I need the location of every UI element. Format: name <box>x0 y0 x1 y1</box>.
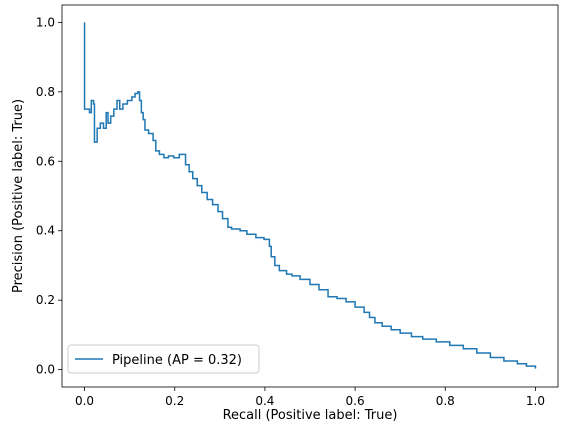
series-line <box>83 22 537 369</box>
axes-frame <box>61 4 559 388</box>
x-tick-label: 1.0 <box>526 394 545 408</box>
legend-box <box>67 344 260 374</box>
y-tick-label: 0.0 <box>36 363 55 377</box>
legend-label: Pipeline (AP = 0.32) <box>112 353 242 368</box>
x-tick-label: 0.0 <box>75 394 94 408</box>
y-tick-label: 0.6 <box>36 154 55 168</box>
x-tick-label: 0.2 <box>165 394 184 408</box>
x-tick-label: 0.8 <box>436 394 455 408</box>
x-axis-label: Recall (Positive label: True) <box>223 408 398 423</box>
x-tick-label: 0.6 <box>346 394 365 408</box>
y-tick-label: 0.4 <box>36 224 55 238</box>
plot-background <box>62 5 558 387</box>
y-tick-label: 1.0 <box>36 15 55 29</box>
y-axis: 0.0 0.2 0.4 0.6 0.8 1.0 <box>36 15 62 377</box>
y-tick-label: 0.2 <box>36 293 55 307</box>
plot-area <box>61 4 559 388</box>
x-tick-label: 0.4 <box>255 394 274 408</box>
x-axis: 0.0 0.2 0.4 0.6 0.8 1.0 <box>75 387 545 408</box>
y-axis-label: Precision (Positive label: True) <box>11 99 26 293</box>
y-tick-label: 0.8 <box>36 85 55 99</box>
legend: Pipeline (AP = 0.32) <box>67 344 260 374</box>
